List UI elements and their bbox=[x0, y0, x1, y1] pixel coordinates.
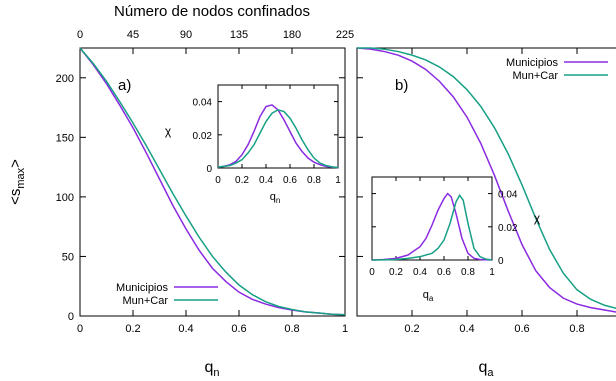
panel-a-xtick-label: 0 bbox=[77, 323, 83, 335]
panel-a-inset-xtick-label: 0.4 bbox=[259, 175, 273, 186]
panel-b-xtick-label: 0.2 bbox=[404, 323, 419, 335]
panel-a-ytick-label: 0 bbox=[68, 311, 74, 323]
panel-b-inset-xtick-label: 0.2 bbox=[389, 267, 403, 278]
panel-b-inset-frame bbox=[371, 176, 493, 261]
panel-a-xlabel: qn bbox=[204, 359, 219, 379]
panel-a-label: a) bbox=[118, 77, 131, 94]
panel-b-inset-xtick-label: 1 bbox=[489, 267, 495, 278]
panel-a-ytick-label: 50 bbox=[62, 251, 74, 263]
panel-a-frame bbox=[79, 47, 346, 317]
panel-a-xtick-label: 0.8 bbox=[284, 323, 299, 335]
panel-b-frame bbox=[356, 47, 616, 317]
panel-a-inset-xtick-label: 1 bbox=[335, 175, 341, 186]
panel-a-series-mun-car bbox=[79, 47, 346, 316]
top-axis-tick-label: 45 bbox=[127, 29, 139, 41]
top-axis-title: Número de nodos confinados bbox=[114, 3, 310, 20]
panel-b-xtick-label: 0.8 bbox=[569, 323, 584, 335]
panel-a-xtick-label: 1 bbox=[342, 323, 348, 335]
panel-a-xtick-label: 0.4 bbox=[178, 323, 193, 335]
panel-a-ytick-label: 100 bbox=[56, 192, 74, 204]
panel-a-inset-frame bbox=[217, 84, 339, 169]
panel-b-inset-ytick-label: 0.02 bbox=[498, 223, 518, 234]
panel-b-inset-xtick-label: 0.4 bbox=[413, 267, 427, 278]
top-axis-tick-label: 225 bbox=[336, 29, 354, 41]
panel-a: Número de nodos confinados a) qn <smax> … bbox=[7, 3, 354, 379]
legend-a-muncar-label: Mun+Car bbox=[122, 295, 168, 307]
top-axis-tick-label: 0 bbox=[77, 29, 83, 41]
panel-a-legend: Municipios Mun+Car bbox=[116, 282, 218, 307]
panel-b-inset-axes: 0 0.2 0.4 0.6 0.8 100.020.04 bbox=[369, 177, 518, 278]
panel-b-inset-series-municipios bbox=[371, 192, 493, 261]
panel-b-inset-xtick-label: 0.6 bbox=[437, 267, 451, 278]
panel-a-inset: 0 0.2 0.4 0.6 0.8 1 0 0.02 0.04 χ qn bbox=[165, 84, 341, 205]
panel-b-inset-xtick-label: 0.8 bbox=[461, 267, 475, 278]
panel-a-inset-lines bbox=[217, 104, 339, 169]
panel-b-inset-ylabel: χ bbox=[534, 211, 541, 225]
panel-a-ytick-label: 200 bbox=[56, 73, 74, 85]
panel-a-inset-xtick-label: 0.2 bbox=[235, 175, 249, 186]
panel-b-xlabel: qa bbox=[478, 359, 494, 379]
panel-b-axes: 0.2 0.4 0.6 0.8 bbox=[357, 48, 585, 335]
panel-b-series-municipios bbox=[356, 47, 616, 313]
panel-a-ytick-label: 150 bbox=[56, 132, 74, 144]
panel-a-ylabel: <smax> bbox=[7, 159, 27, 205]
panel-a-inset-xlabel: qn bbox=[270, 191, 281, 205]
panel-a-inset-series-mun-car bbox=[217, 109, 339, 169]
top-axis-tick-label: 135 bbox=[230, 29, 248, 41]
panel-b-lines bbox=[356, 47, 616, 313]
panel-a-xtick-label: 0.6 bbox=[231, 323, 246, 335]
panel-b-series-mun-car bbox=[357, 47, 616, 310]
panel-b-inset-series-mun-car bbox=[371, 193, 493, 261]
panel-b-inset-xlabel: qa bbox=[423, 289, 434, 303]
panel-b-inset-xtick-label: 0 bbox=[369, 267, 375, 278]
legend-b-municipios-label: Municipios bbox=[506, 57, 558, 69]
panel-a-inset-ytick-label: 0.02 bbox=[193, 131, 213, 142]
top-axis-tick-label: 180 bbox=[283, 29, 301, 41]
panel-a-inset-xtick-label: 0.8 bbox=[307, 175, 321, 186]
panel-b-xtick-label: 0.6 bbox=[514, 323, 529, 335]
panel-b-xtick-label: 0.4 bbox=[459, 323, 474, 335]
legend-a-municipios-label: Municipios bbox=[116, 282, 168, 294]
panel-a-inset-ylabel: χ bbox=[165, 124, 172, 138]
panel-b-inset-ytick-label: 0 bbox=[498, 256, 504, 267]
legend-b-muncar-label: Mun+Car bbox=[512, 70, 558, 82]
panel-a-inset-axes: 0 0.2 0.4 0.6 0.8 1 0 0.02 0.04 bbox=[193, 85, 341, 186]
panel-a-inset-xtick-label: 0.6 bbox=[283, 175, 297, 186]
panel-b-label: b) bbox=[395, 77, 408, 94]
panel-b-inset-ytick-label: 0.04 bbox=[498, 190, 518, 201]
panel-b-inset: 0 0.2 0.4 0.6 0.8 100.020.04 χ qa bbox=[369, 176, 541, 303]
top-axis-tick-label: 90 bbox=[180, 29, 192, 41]
panel-a-inset-ytick-label: 0.04 bbox=[193, 98, 213, 109]
panel-a-inset-ytick-label: 0 bbox=[206, 164, 212, 175]
panel-b-inset-lines bbox=[371, 192, 493, 261]
panel-a-xtick-label: 0.2 bbox=[125, 323, 140, 335]
panel-b-legend: Municipios Mun+Car bbox=[506, 57, 608, 82]
panel-a-lines bbox=[79, 47, 346, 316]
panel-a-inset-xtick-label: 0 bbox=[215, 175, 221, 186]
